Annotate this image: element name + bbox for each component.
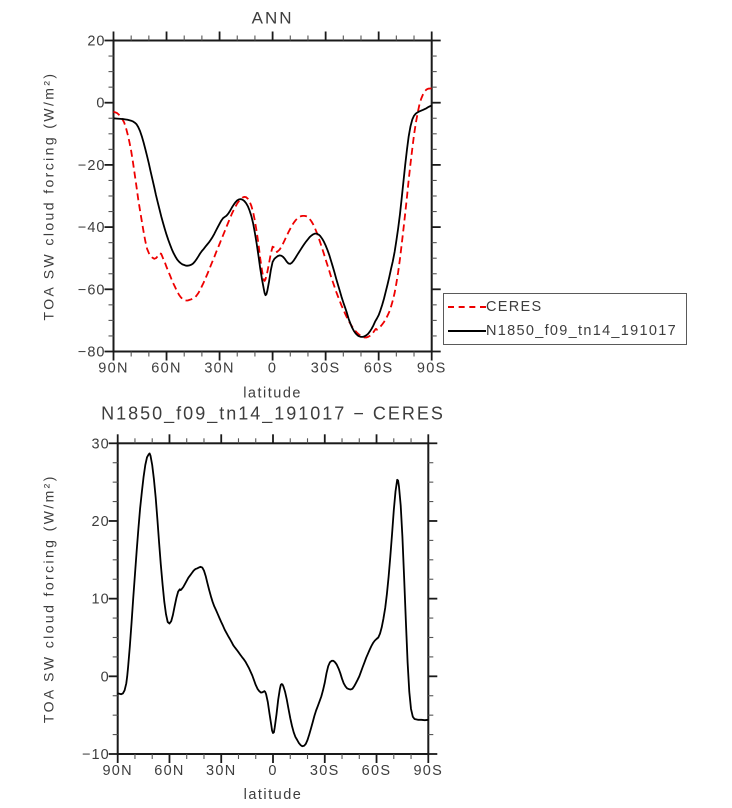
y-tick-label: −20: [78, 158, 106, 174]
y-tick-labels: 20 0 −20 −40 −60 −80: [78, 34, 106, 361]
series-line-model: [117, 452, 429, 748]
x-tick-labels: 90N 60N 30N 0 30S 60S 90S: [102, 763, 443, 779]
x-tick-label: 0: [268, 763, 277, 779]
legend-entry-model: N1850_f09_tn14_191017: [444, 320, 686, 342]
y-tick-labels: 30 20 10 0 −10: [82, 436, 110, 763]
y-tick-label: −80: [78, 345, 106, 361]
x-tick-labels: 90N 60N 30N 0 30S 60S 90S: [98, 361, 447, 377]
y-tick-label: 20: [92, 514, 110, 530]
legend-entry-ceres: CERES: [444, 296, 686, 318]
x-tick-label: 60S: [364, 361, 394, 377]
diff-chart: 90N 60N 30N 0 30S 60S 90S 30 20 10 0 −10 N1850_f09_t…: [41, 403, 445, 803]
x-tick-label: 90S: [413, 763, 443, 779]
chart-title: N1850_f09_tn14_191017 − CERES: [101, 403, 445, 424]
x-tick-label: 0: [268, 361, 277, 377]
y-axis-label: TOA SW cloud forcing (W/m²): [41, 72, 57, 321]
x-axis-label: latitude: [244, 787, 303, 803]
legend-box: CERES N1850_f09_tn14_191017: [443, 293, 687, 345]
chart-title: ANN: [252, 9, 294, 28]
major-ticks: [108, 434, 438, 763]
y-tick-label: −60: [78, 282, 106, 298]
legend-line-sample-ceres: [448, 306, 486, 308]
y-tick-label: −10: [82, 747, 110, 763]
y-tick-label: −40: [78, 220, 106, 236]
y-tick-label: 10: [92, 592, 110, 608]
x-tick-label: 60N: [151, 361, 182, 377]
series-line-ceres: [113, 87, 432, 339]
legend-label-ceres: CERES: [486, 298, 543, 315]
major-ticks: [104, 31, 441, 361]
minor-ticks: [112, 438, 434, 759]
x-tick-label: 30S: [311, 361, 341, 377]
x-tick-label: 90N: [98, 361, 129, 377]
plot-frame: [112, 39, 433, 353]
x-axis-label: latitude: [243, 386, 302, 402]
legend-line-sample-model: [448, 330, 486, 332]
series-line-model: [113, 104, 433, 338]
y-tick-label: 0: [96, 96, 105, 112]
x-tick-label: 30N: [204, 361, 235, 377]
x-tick-label: 60N: [154, 763, 185, 779]
y-tick-label: 0: [101, 669, 110, 685]
x-tick-label: 90S: [417, 361, 447, 377]
x-tick-label: 30S: [310, 763, 340, 779]
ann-chart: 90N 60N 30N 0 30S 60S 90S 20 0 −20 −40 −60 −80 ANN lat…: [41, 9, 447, 402]
minor-ticks: [108, 35, 437, 357]
x-tick-label: 30N: [206, 763, 237, 779]
y-tick-label: 30: [92, 436, 110, 452]
x-tick-label: 60S: [362, 763, 392, 779]
y-axis-label: TOA SW cloud forcing (W/m²): [41, 474, 57, 723]
legend-label-model: N1850_f09_tn14_191017: [486, 322, 677, 339]
x-tick-label: 90N: [102, 763, 133, 779]
y-tick-label: 20: [87, 34, 105, 50]
